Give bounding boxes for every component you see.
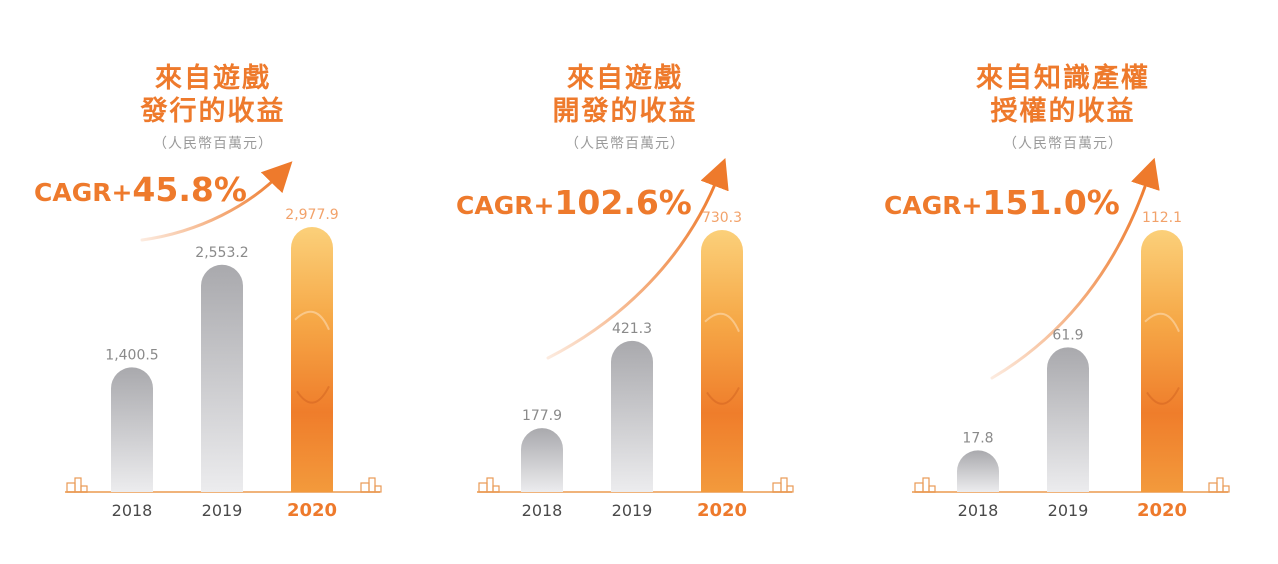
growth-arrow — [546, 157, 729, 360]
value-label-2019: 61.9 — [1052, 327, 1083, 343]
category-label-2018: 2018 — [112, 501, 153, 520]
chart-ip-licensing: 來自知識產權 授權的收益 （人民幣百萬元） CAGR+151.0% 17.8 20… — [850, 0, 1276, 564]
chart-plot: 17.8 2018 61.9 2019 112.1 2020 — [912, 157, 1230, 521]
cagr-prefix: CAGR+ — [34, 178, 133, 207]
category-label-2018: 2018 — [958, 501, 999, 520]
bar-2018 — [521, 428, 563, 492]
bar-swirl-decoration — [1146, 386, 1180, 405]
chart-unit: （人民幣百萬元） — [565, 136, 685, 152]
chart-unit: （人民幣百萬元） — [1003, 136, 1123, 152]
cagr-prefix: CAGR+ — [456, 191, 555, 220]
chart-plot: 1,400.5 2018 2,553.2 2019 2,977.9 2020 — [65, 161, 382, 521]
left-deco-icon — [66, 477, 88, 493]
bar-2020 — [701, 230, 743, 492]
chart-game-publishing: 來自遊戲 發行的收益 （人民幣百萬元） CAGR+45.8% 1,400.5 20… — [0, 0, 426, 564]
category-label-2019: 2019 — [1048, 501, 1089, 520]
chart-title-line1: 來自遊戲 — [567, 63, 683, 94]
right-deco-icon — [360, 477, 382, 493]
chart-game-development: 來自遊戲 開發的收益 （人民幣百萬元） CAGR+102.6% 177.9 201… — [412, 0, 838, 564]
growth-arrow — [140, 161, 293, 242]
chart-title-line2: 發行的收益 — [140, 96, 286, 127]
category-label-2020: 2020 — [1137, 500, 1187, 521]
value-label-2020: 730.3 — [702, 210, 742, 226]
category-label-2020: 2020 — [697, 500, 747, 521]
cagr-prefix: CAGR+ — [884, 191, 983, 220]
chart-title-line2: 開發的收益 — [552, 96, 698, 127]
bar-2019 — [1047, 347, 1089, 492]
value-label-2019: 421.3 — [612, 321, 652, 337]
left-deco-icon — [914, 477, 936, 493]
bar-2020 — [1141, 230, 1183, 492]
bar-swirl-decoration — [706, 386, 740, 405]
value-label-2019: 2,553.2 — [195, 245, 248, 261]
bar-swirl-decoration — [1144, 312, 1180, 333]
left-deco-icon — [478, 477, 500, 493]
chart-plot: 177.9 2018 421.3 2019 730.3 2020 — [477, 157, 794, 521]
growth-arrow — [990, 157, 1160, 380]
cagr-label: CAGR+102.6% — [456, 183, 692, 222]
right-deco-icon — [1208, 477, 1230, 493]
category-label-2018: 2018 — [522, 501, 563, 520]
cagr-value: 102.6% — [554, 183, 692, 222]
bar-swirl-decoration — [294, 310, 330, 331]
cagr-value: 45.8% — [132, 170, 247, 209]
cagr-label: CAGR+45.8% — [34, 170, 247, 209]
bar-swirl-decoration — [704, 312, 740, 333]
value-label-2018: 1,400.5 — [105, 347, 158, 363]
value-label-2020: 112.1 — [1142, 210, 1182, 226]
value-label-2020: 2,977.9 — [285, 207, 338, 223]
bar-2019 — [201, 264, 243, 492]
bar-2019 — [611, 340, 653, 492]
bar-swirl-decoration — [296, 385, 330, 404]
cagr-value: 151.0% — [982, 183, 1120, 222]
chart-title-line2: 授權的收益 — [990, 96, 1136, 127]
value-label-2018: 17.8 — [962, 430, 993, 446]
cagr-label: CAGR+151.0% — [884, 183, 1120, 222]
right-deco-icon — [772, 477, 794, 493]
chart-title-line1: 來自遊戲 — [155, 63, 271, 94]
chart-title-line1: 來自知識產權 — [976, 63, 1150, 94]
chart-unit: （人民幣百萬元） — [153, 136, 273, 152]
bar-2018 — [957, 450, 999, 492]
bar-2020 — [291, 227, 333, 492]
category-label-2020: 2020 — [287, 500, 337, 521]
category-label-2019: 2019 — [612, 501, 653, 520]
value-label-2018: 177.9 — [522, 408, 562, 424]
bar-2018 — [111, 367, 153, 492]
category-label-2019: 2019 — [202, 501, 243, 520]
